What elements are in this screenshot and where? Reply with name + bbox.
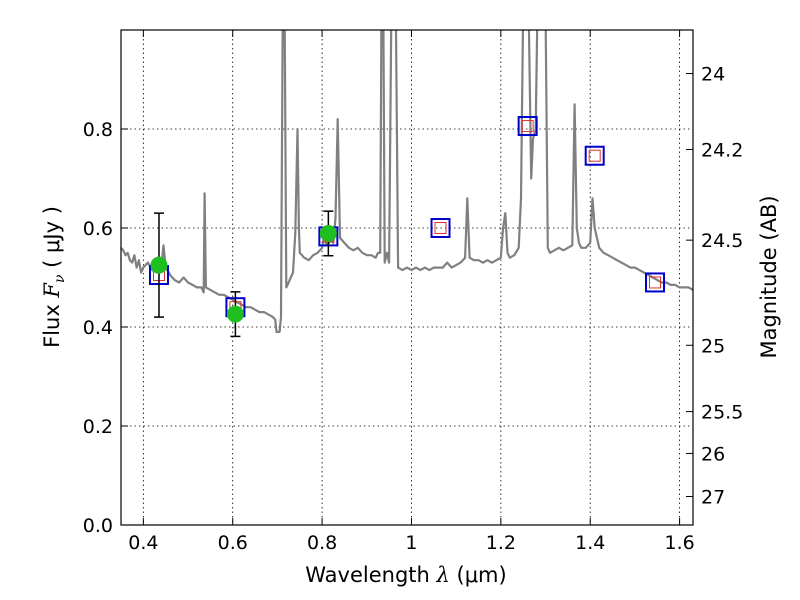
plot-frame	[120, 29, 694, 526]
x-tick-label: 1	[405, 532, 417, 554]
model-photometry-inner	[521, 120, 534, 133]
x-tick-label: 0.8	[307, 532, 337, 554]
ticks: 0.4 0.6 0.8 1 1.2 1.4 1.6 0.0 0.2 0.4 0.6 0.8 24 24.2…	[83, 30, 743, 554]
x-axis-label: Wavelength λ (μm)	[305, 563, 506, 587]
x-tick-label: 0.4	[128, 532, 158, 554]
grid	[121, 30, 693, 526]
model-photometry-box	[430, 218, 451, 238]
mag-tick-label: 25	[701, 335, 725, 357]
mag-tick-label: 24	[701, 64, 725, 86]
model-photometry-inner	[588, 149, 601, 162]
y-tick-label: 0.4	[83, 317, 113, 339]
y-tick-label: 0.6	[83, 218, 113, 240]
model-photometry-inner	[649, 276, 662, 289]
mag-tick-label: 25.5	[701, 402, 743, 424]
x-tick-label: 1.6	[664, 532, 694, 554]
data-marks	[148, 116, 666, 338]
model-photometry-inner	[434, 222, 447, 234]
x-tick-label: 1.4	[575, 532, 605, 554]
mag-tick-label: 27	[701, 487, 725, 509]
y-axis-label: Flux Fν ( μJy )	[40, 206, 68, 348]
mag-tick-label: 24.2	[701, 139, 743, 161]
y2-axis-label: Magnitude (AB)	[757, 195, 781, 358]
spectrum-line	[121, 30, 693, 333]
model-photometry-box	[584, 145, 605, 166]
model-photometry-box	[645, 272, 666, 293]
mag-tick-label: 24.5	[701, 230, 743, 252]
observed-point	[150, 256, 168, 274]
x-tick-label: 1.2	[486, 532, 516, 554]
y-tick-label: 0.0	[83, 515, 113, 537]
y-tick-label: 0.8	[83, 119, 113, 141]
model-photometry-box	[517, 116, 538, 137]
observed-point	[319, 224, 337, 242]
mag-tick-label: 26	[701, 443, 725, 465]
observed-point	[226, 305, 244, 323]
x-tick-label: 0.6	[218, 532, 248, 554]
y-tick-label: 0.2	[83, 416, 113, 438]
